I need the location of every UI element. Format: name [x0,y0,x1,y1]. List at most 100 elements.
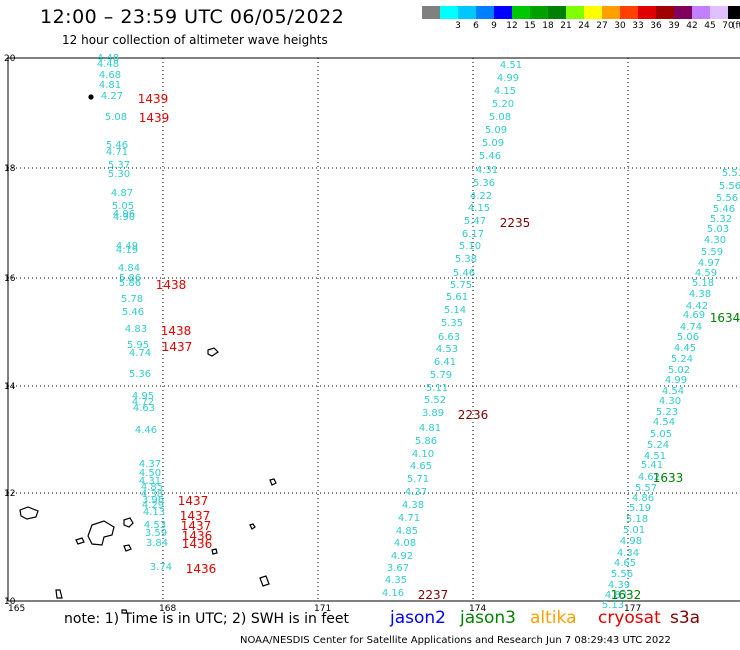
wave-height-value: 5.23 [656,407,678,418]
scale-label: 24 [578,21,590,31]
wave-height-value: 3.84 [146,538,168,549]
wave-height-value: 4.54 [653,417,675,428]
scale-swatch [728,6,740,19]
wave-height-value: 4.35 [385,575,407,586]
wave-height-value: 5.09 [485,125,507,136]
islands [19,94,277,614]
wave-height-value: 4.71 [106,147,128,158]
scale-swatch [440,6,458,19]
scale-swatch [494,6,512,19]
scale-label: 30 [614,21,626,31]
wave-height-value: 4.15 [494,86,516,97]
scale-label: 12 [506,21,518,31]
wave-height-value: 4.15 [468,203,490,214]
map-title: 12:00 – 23:59 UTC 06/05/2022 [40,6,345,28]
wave-height-value: 4.51 [644,451,666,462]
wave-height-value: 4.50 [139,468,161,479]
pass-time-label: 2237 [418,588,449,602]
wave-height-value: 5.61 [446,292,468,303]
x-tick-label: 171 [314,604,331,614]
wave-height-value: 5.71 [407,474,429,485]
wave-height-value: 5.46 [106,140,128,151]
wave-height-value: 5.11 [426,383,448,394]
wave-height-value: 4.68 [99,70,121,81]
wave-height-value: 5.09 [482,138,504,149]
island-13 [88,94,94,100]
wave-height-value: 3.59 [145,528,167,539]
y-tick-label: 16 [4,274,16,284]
wave-height-value: 5.10 [459,241,481,252]
wave-height-value: 4.81 [99,80,121,91]
wave-height-value: 5.36 [473,178,495,189]
wave-height-value: 4.85 [396,526,418,537]
scale-label: 36 [650,21,662,31]
scale-swatch [548,6,566,19]
wave-height-value: 4.08 [394,538,416,549]
scale-swatch [566,6,584,19]
wave-height-value: 4.98 [620,536,642,547]
wave-height-value: 4.54 [662,386,684,397]
scale-swatch [710,6,728,19]
satellite-altika: altika [530,608,577,628]
wave-height-value: 4.37 [139,459,161,470]
wave-height-value: 4.85 [141,482,163,493]
wave-height-value: 3.74 [150,562,172,573]
scale-label: 27 [596,21,608,31]
wave-height-value: 4.71 [398,513,420,524]
wave-height-value: 4.83 [125,324,147,335]
scale-unit: (ft) [732,21,740,31]
wave-height-value: 5.02 [668,365,690,376]
wave-height-value: 4.99 [497,73,519,84]
island-2 [87,520,115,546]
wave-height-value: 4.99 [665,375,687,386]
pass-time-label: 1436 [182,529,213,543]
scale-swatch [422,6,440,19]
pass-time-label: 1437 [178,494,209,508]
wave-height-value: 5.08 [105,112,127,123]
wave-height-value: 4.65 [410,461,432,472]
scale-label: 6 [473,21,479,31]
satellite-jason2: jason2 [390,608,446,628]
island-5 [123,544,132,552]
x-tick-label: 165 [8,604,25,614]
wave-height-value: 3.67 [387,563,409,574]
wave-height-value: 4.39 [608,580,630,591]
scale-label: 45 [704,21,716,31]
scale-swatch [458,6,476,19]
scale-swatch [674,6,692,19]
pass-time-label: 1437 [162,340,193,354]
wave-height-value: 4.30 [704,235,726,246]
wave-height-value: 4.53 [144,520,166,531]
y-tick-label: 14 [4,382,16,392]
wave-height-value: 5.18 [692,278,714,289]
scale-swatch [476,6,494,19]
scale-swatch [620,6,638,19]
wave-height-value: 6.41 [434,357,456,368]
wave-height-value: 5.24 [671,354,693,365]
wave-height-value: 4.92 [391,551,413,562]
wave-height-value: 5.18 [626,514,648,525]
wave-height-value: 5.79 [430,370,452,381]
wave-height-value: 5.52 [424,395,446,406]
map-subtitle: 12 hour collection of altimeter wave hei… [62,33,328,47]
pass-time-label: 1437 [180,509,211,523]
wave-height-value: 4.49 [116,241,138,252]
altimeter-tracks: 4.484.484.684.814.275.085.464.715.375.30… [97,53,740,611]
map-frame [7,57,740,602]
wave-height-value: 4.96 [113,209,135,220]
wave-height-value: 5.13 [602,600,624,611]
pass-time-label: 2235 [500,216,531,230]
scale-swatch [530,6,548,19]
wave-height-value: 3.89 [422,408,444,419]
pass-time-label: 1633 [653,471,684,485]
wave-height-value: 5.46 [453,268,475,279]
wave-height-value: 4.29 [142,500,164,511]
wave-height-value: 5.47 [464,216,486,227]
wave-height-value: 4.63 [133,403,155,414]
wave-height-value: 4.38 [402,500,424,511]
wave-height-value: 4.65 [614,558,636,569]
y-tick-label: 20 [4,54,16,64]
wave-height-value: 4.31 [139,476,161,487]
scale-label: 42 [686,21,698,31]
